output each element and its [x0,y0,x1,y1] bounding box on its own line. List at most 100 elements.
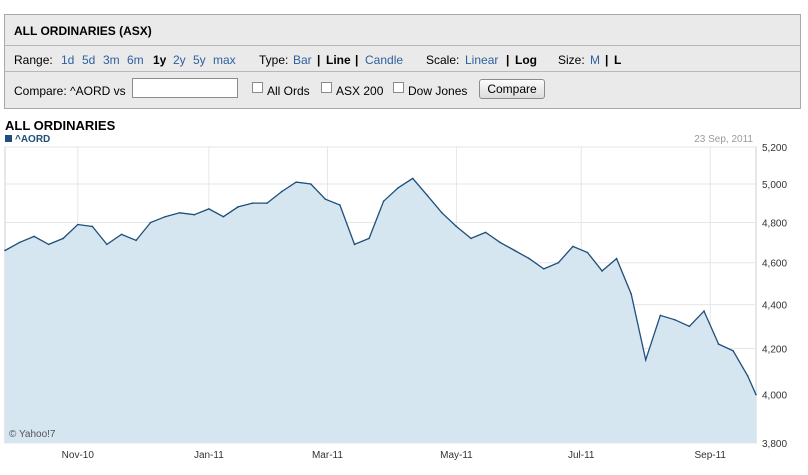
compare-row: Compare: ^AORD vs All Ords ASX 200 Dow J… [5,72,800,108]
data-point [426,194,429,197]
y-tick-label: 5,200 [762,143,787,154]
data-point [411,177,414,180]
data-point [746,375,749,377]
all-ords-checkbox[interactable] [252,82,263,93]
data-point [528,257,531,260]
data-point [324,198,327,201]
separator: | [605,53,609,67]
data-point [120,233,123,236]
data-point [368,237,370,240]
separator: | [317,53,321,67]
x-tick-label: May-11 [440,450,473,461]
data-point [339,204,341,206]
y-tick-label: 4,800 [762,219,787,230]
data-point [644,359,647,361]
range-6m-link[interactable]: 6m [127,53,144,67]
data-point [717,343,720,345]
panel-title: ALL ORDINARIES (ASX) [5,15,800,46]
size-m-link[interactable]: M [590,53,600,67]
data-point [353,243,356,246]
data-point [149,221,152,224]
data-point [732,350,734,352]
range-label: Range: [14,53,53,67]
data-point [484,231,487,234]
series-area [5,178,756,443]
data-point [77,223,79,226]
data-point [251,202,254,204]
asx-200-checkbox[interactable] [321,82,332,93]
dow-jones-checkbox[interactable] [393,82,404,93]
data-point [557,261,560,264]
data-point [543,268,545,270]
data-point [572,245,574,248]
x-tick-label: Mar-11 [312,450,343,461]
data-point [755,393,757,396]
data-point [18,241,21,244]
data-point [33,235,35,238]
data-point [193,213,196,216]
range-max-link[interactable]: max [213,53,236,67]
legend-swatch [5,135,12,142]
type-bar-link[interactable]: Bar [293,53,312,67]
size-label: Size: [558,53,585,67]
asx-200-label: ASX 200 [336,84,384,98]
data-point [688,325,691,328]
data-point [470,237,472,240]
data-point [513,249,516,252]
scale-log-selected: Log [515,53,537,67]
y-tick-label: 5,000 [762,180,787,191]
data-point [62,237,65,240]
dow-jones-label: Dow Jones [408,84,468,98]
x-tick-label: Jul-11 [568,450,595,461]
size-l-selected: L [614,53,622,67]
range-1y-selected: 1y [153,53,167,67]
data-point [266,202,268,204]
chart-credit: © Yahoo!7 [9,429,56,440]
options-row: Range: 1d 5d 3m 6m 1y 2y 5y max Type: Ba… [5,46,800,72]
type-label: Type: [259,53,289,67]
data-point [441,211,443,214]
data-point [208,208,210,210]
y-tick-label: 4,200 [762,345,787,356]
data-point [106,243,108,246]
x-tick-label: Jan-11 [194,450,224,461]
range-5y-link[interactable]: 5y [193,53,206,67]
scale-linear-link[interactable]: Linear [465,53,499,67]
data-point [164,215,166,218]
type-line-selected: Line [326,53,351,67]
range-2y-link[interactable]: 2y [173,53,186,67]
separator: | [506,53,510,67]
y-tick-label: 3,800 [762,439,787,450]
data-point [237,206,239,208]
data-point [310,183,312,185]
data-point [499,241,501,244]
compare-button[interactable]: Compare [479,79,545,99]
all-ords-label: All Ords [267,84,310,98]
y-tick-label: 4,600 [762,259,787,270]
type-candle-link[interactable]: Candle [365,53,404,67]
range-1d-link[interactable]: 1d [61,53,75,67]
data-point [586,251,589,254]
data-point [455,225,458,228]
x-tick-label: Nov-10 [62,450,95,461]
data-point [703,310,705,312]
scale-label: Scale: [426,53,460,67]
data-point [397,186,399,189]
data-point [382,200,385,202]
data-point [47,243,50,246]
compare-symbol-input[interactable] [132,78,238,98]
chart-date: 23 Sep, 2011 [694,134,753,145]
range-5d-link[interactable]: 5d [82,53,96,67]
separator: | [355,53,359,67]
data-point [630,293,632,295]
data-point [91,225,94,228]
range-3m-link[interactable]: 3m [103,53,120,67]
x-tick-label: Sep-11 [694,450,726,461]
data-point [674,318,676,321]
data-point [280,190,283,193]
y-tick-label: 4,400 [762,301,787,312]
chart-controls-panel: ALL ORDINARIES (ASX) Range: 1d 5d 3m 6m … [4,14,801,109]
data-point [4,249,6,252]
data-point [295,181,298,183]
